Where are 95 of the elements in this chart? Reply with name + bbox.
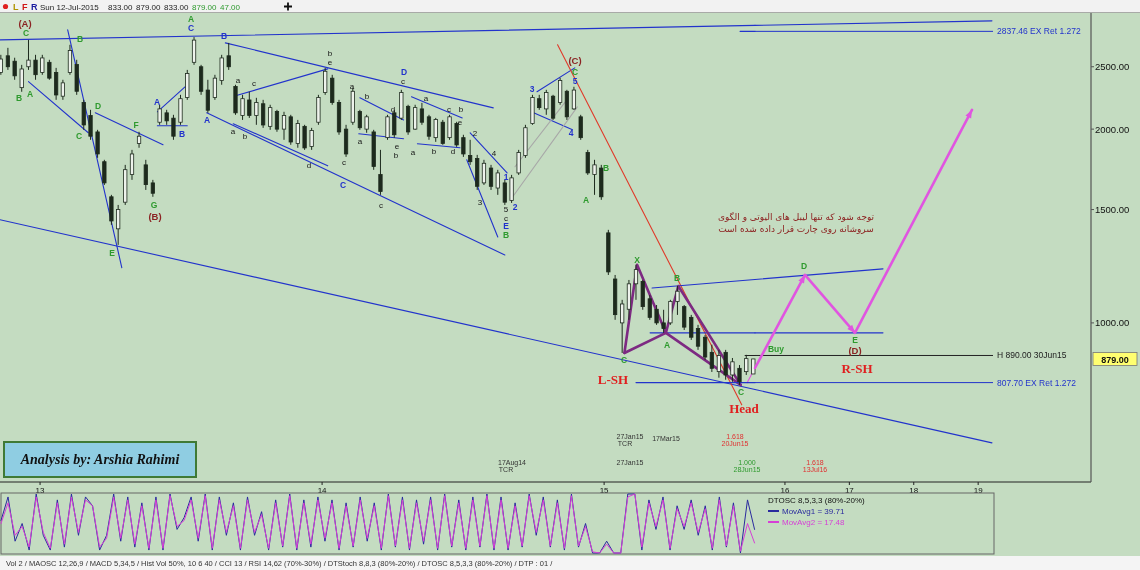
annotation: Analysis by: Arshia Rahimi [19, 452, 180, 467]
y-tick-label: 1000.00 [1095, 317, 1130, 329]
annotation: d [390, 104, 396, 114]
y-tick-label: 2500.00 [1095, 61, 1130, 73]
annotation: b [431, 146, 437, 156]
annotation: 4 [568, 127, 574, 138]
annotation: E [109, 247, 116, 258]
annotation: a [230, 126, 236, 136]
annotation: 3 [529, 83, 535, 94]
text: R [31, 1, 38, 12]
annotation: B [502, 229, 510, 240]
annotation: e [327, 57, 333, 67]
annotation: b [458, 104, 464, 114]
text: 833.00 [164, 2, 190, 12]
annotation: 5 [572, 75, 578, 86]
text: Sun 12-Jul-2015 [40, 2, 100, 12]
annotation: C [339, 179, 347, 190]
annotation: A [153, 96, 161, 107]
x-tick-label: 19 [973, 485, 984, 495]
annotation: c [504, 213, 508, 223]
annotation: e [457, 117, 463, 127]
annotation: B [178, 128, 186, 139]
x-tick-label: 17 [844, 485, 855, 495]
x-tick-label: 16 [780, 485, 790, 495]
annotation: C [75, 130, 83, 141]
annotation: d [306, 160, 312, 170]
y-tick-label: 1500.00 [1095, 204, 1130, 216]
annotation: E [503, 221, 510, 232]
annotation: c [379, 200, 383, 210]
annotation: A [187, 13, 195, 24]
x-tick-label: 15 [599, 485, 610, 495]
annotation: (D) [848, 345, 862, 357]
text: 833.00 [108, 2, 134, 12]
annotation: D [400, 66, 408, 77]
annotation: b [327, 48, 333, 58]
annotation: a [349, 81, 355, 91]
annotation: F [133, 119, 139, 130]
annotation: c [447, 104, 451, 114]
legend-label: MovAvg2 = 17.48 [782, 518, 845, 527]
annotation: d [450, 146, 456, 156]
annotation: 5 [503, 205, 509, 215]
x-tick-label: 18 [909, 485, 919, 495]
annotation: b [364, 91, 370, 101]
y-tick-label: 2000.00 [1095, 123, 1130, 135]
legend-label: MovAvg1 = 39.71 [782, 507, 845, 516]
annotation: B [15, 92, 23, 103]
annotation: D [94, 100, 102, 111]
annotation: a [410, 147, 416, 157]
annotation: 4 [491, 148, 497, 158]
text: L [13, 1, 19, 12]
annotation: A [26, 88, 34, 99]
x-tick-label: 14 [317, 485, 328, 495]
annotation: G [150, 199, 158, 210]
annotation: a [235, 75, 241, 85]
text: F [22, 1, 28, 12]
text: 47.00 [220, 2, 241, 12]
text: 879.00 [136, 2, 162, 12]
ref-line-label: 807.70 EX Ret 1.272 [997, 377, 1077, 388]
annotation: C [187, 22, 195, 33]
annotation: E [852, 334, 859, 345]
text: 879.00 [192, 2, 218, 12]
annotation: L-SH [597, 371, 629, 387]
annotation: C [571, 66, 579, 77]
annotation: a [357, 136, 363, 146]
annotation: e [394, 141, 400, 151]
annotation: A [203, 114, 211, 125]
annotation: (B) [148, 211, 162, 223]
annotation: X [634, 254, 641, 265]
annotation: c [252, 78, 256, 88]
annotation: 1 [503, 171, 509, 182]
annotation: c [342, 157, 346, 167]
annotation: R-SH [841, 360, 873, 376]
annotation: c [401, 76, 405, 86]
x-tick-label: 13 [35, 485, 46, 495]
annotation: 2 [472, 128, 478, 138]
annotation: 2 [512, 201, 518, 212]
annotation: سروشانه روی چارت قرار داده شده است [718, 224, 874, 235]
text: 879.00 [1101, 354, 1129, 365]
annotation: C [737, 386, 745, 397]
annotation: A [663, 339, 671, 350]
ref-line-label: 2837.46 EX Ret 1.272 [997, 26, 1081, 37]
annotation: Buy [767, 343, 785, 354]
ref-line-label: H 890.00 30Jun15 [997, 350, 1067, 361]
annotation: 3 [477, 197, 483, 207]
annotation: Head [729, 400, 760, 416]
annotation: (C) [568, 55, 582, 67]
annotation: D [800, 260, 808, 271]
annotation: B [602, 162, 610, 173]
annotation: b [242, 131, 248, 141]
annotation: a [423, 93, 429, 103]
annotation: توجه شود که تنها لیبل های الیوتی و الگوی [717, 211, 875, 223]
chart-title: DTOSC 8,5,3,3 (80%-20%) [768, 496, 866, 505]
annotation: (A) [18, 18, 32, 30]
annotation: A [582, 194, 590, 205]
annotation: b [393, 150, 399, 160]
